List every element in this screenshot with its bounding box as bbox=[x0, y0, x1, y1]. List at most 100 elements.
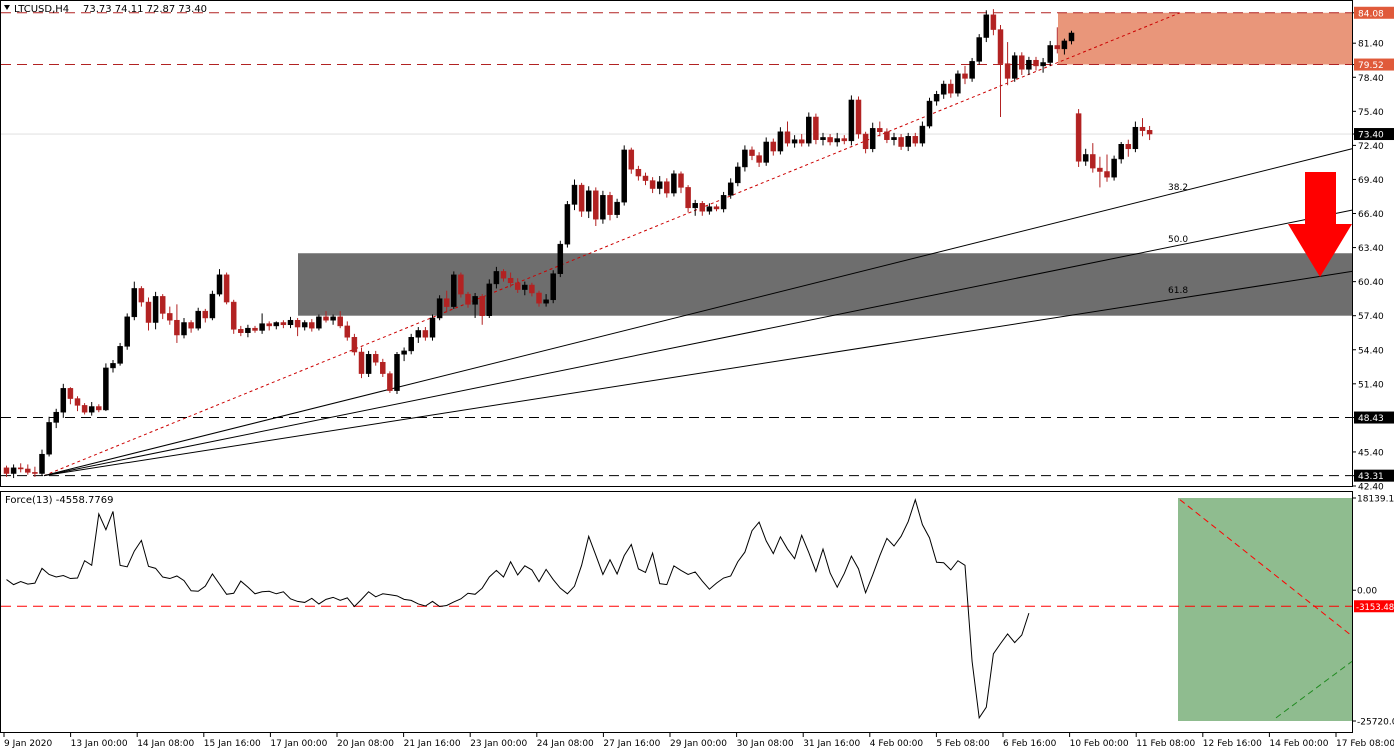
candle-body bbox=[32, 472, 38, 474]
candle-body bbox=[522, 284, 528, 290]
candle bbox=[514, 278, 521, 293]
candle bbox=[571, 179, 578, 211]
candle-body bbox=[543, 299, 549, 304]
candle-body bbox=[841, 138, 848, 142]
candle-body bbox=[898, 137, 904, 147]
candle bbox=[188, 320, 194, 333]
candle-body bbox=[195, 310, 201, 329]
candle bbox=[216, 269, 223, 297]
candle bbox=[451, 271, 457, 309]
candle bbox=[117, 342, 123, 366]
candle bbox=[330, 314, 336, 325]
candle-body bbox=[415, 330, 422, 338]
candle bbox=[798, 134, 805, 147]
candle bbox=[309, 319, 315, 332]
candle bbox=[912, 132, 919, 147]
price-tick-label: 45.40 bbox=[1358, 448, 1384, 458]
candle bbox=[1090, 143, 1096, 173]
candle bbox=[25, 464, 31, 475]
candle bbox=[763, 137, 769, 166]
candle bbox=[124, 313, 130, 350]
candle-body bbox=[727, 182, 734, 196]
candle bbox=[656, 176, 663, 195]
candle-body bbox=[408, 337, 414, 352]
force-tick-label: 18139.12 bbox=[1357, 495, 1394, 505]
candle-body bbox=[1054, 45, 1061, 50]
price-tick-label: 54.40 bbox=[1358, 346, 1384, 356]
candle bbox=[195, 307, 201, 331]
candle bbox=[742, 145, 748, 172]
candle-body bbox=[479, 296, 485, 316]
candle-body bbox=[266, 323, 272, 327]
candle-body bbox=[124, 316, 130, 347]
time-tick-label: 13 Jan 00:00 bbox=[71, 739, 128, 749]
price-panel-frame bbox=[0, 0, 1353, 487]
candle bbox=[685, 185, 691, 213]
candle bbox=[17, 463, 24, 473]
candle-body bbox=[798, 139, 805, 144]
candle-body bbox=[167, 313, 173, 321]
candle bbox=[316, 314, 322, 331]
candle bbox=[337, 311, 343, 329]
candle bbox=[948, 79, 954, 98]
candle-body bbox=[948, 83, 954, 94]
candle bbox=[1068, 30, 1075, 45]
candle bbox=[813, 113, 819, 145]
candle bbox=[969, 57, 975, 82]
candle bbox=[81, 403, 88, 415]
candle bbox=[898, 134, 904, 150]
candle bbox=[678, 171, 684, 194]
candle-body bbox=[955, 73, 961, 94]
candle-body bbox=[877, 128, 883, 133]
time-tick-label: 23 Jan 00:00 bbox=[470, 739, 527, 749]
candle-body bbox=[806, 116, 812, 144]
candle-body bbox=[287, 319, 294, 326]
candle bbox=[39, 449, 45, 476]
force-ref-label: -3153.48 bbox=[1356, 603, 1394, 613]
candle-body bbox=[131, 288, 138, 318]
candle-body bbox=[351, 337, 358, 353]
time-axis: 9 Jan 2020 13 Jan 00:00 14 Jan 08:00 15 Jan… bbox=[3, 733, 1394, 749]
candle-body bbox=[259, 323, 265, 331]
candle bbox=[10, 464, 17, 479]
candle-body bbox=[39, 453, 45, 474]
candle bbox=[209, 290, 216, 321]
candle-body bbox=[692, 203, 698, 209]
levels-layer bbox=[1, 12, 1352, 477]
candle bbox=[869, 122, 876, 153]
candle bbox=[472, 292, 478, 318]
time-tick-label: 30 Jan 08:00 bbox=[737, 739, 794, 749]
candle bbox=[351, 333, 358, 356]
time-tick-label: 10 Feb 00:00 bbox=[1070, 739, 1129, 749]
candle-body bbox=[784, 131, 791, 144]
price-tick-label: 48.43 bbox=[1358, 414, 1384, 424]
force-axis: 18139.12 0.00 -25720.00 -3153.48 bbox=[1352, 495, 1394, 728]
candle bbox=[933, 90, 940, 106]
time-tick-label: 14 Jan 08:00 bbox=[137, 739, 194, 749]
candle bbox=[621, 145, 627, 206]
candle-body bbox=[649, 180, 656, 189]
candle bbox=[692, 199, 698, 216]
candle-body bbox=[756, 155, 762, 163]
candle bbox=[1054, 27, 1061, 54]
candle-body bbox=[216, 274, 223, 295]
candle-body bbox=[749, 149, 755, 156]
candle bbox=[500, 269, 507, 282]
symbol-label: LTCUSD,H4 bbox=[14, 4, 69, 15]
candle bbox=[3, 465, 10, 477]
candle bbox=[479, 294, 485, 325]
symbol-dropdown-icon bbox=[4, 5, 10, 10]
candle bbox=[607, 191, 613, 221]
candle bbox=[1004, 42, 1011, 86]
price-tick-label: 57.40 bbox=[1358, 312, 1384, 322]
candle-body bbox=[529, 284, 535, 294]
candle bbox=[60, 383, 67, 418]
candle-body bbox=[940, 83, 947, 95]
fib-fan-line-2 bbox=[43, 270, 1353, 477]
candle bbox=[720, 191, 727, 213]
candle-body bbox=[422, 330, 429, 338]
candle bbox=[1097, 156, 1103, 188]
force-indicator-label: Force(13) -4558.7769 bbox=[5, 495, 113, 506]
candle-body bbox=[671, 173, 677, 194]
candle-body bbox=[557, 243, 564, 274]
